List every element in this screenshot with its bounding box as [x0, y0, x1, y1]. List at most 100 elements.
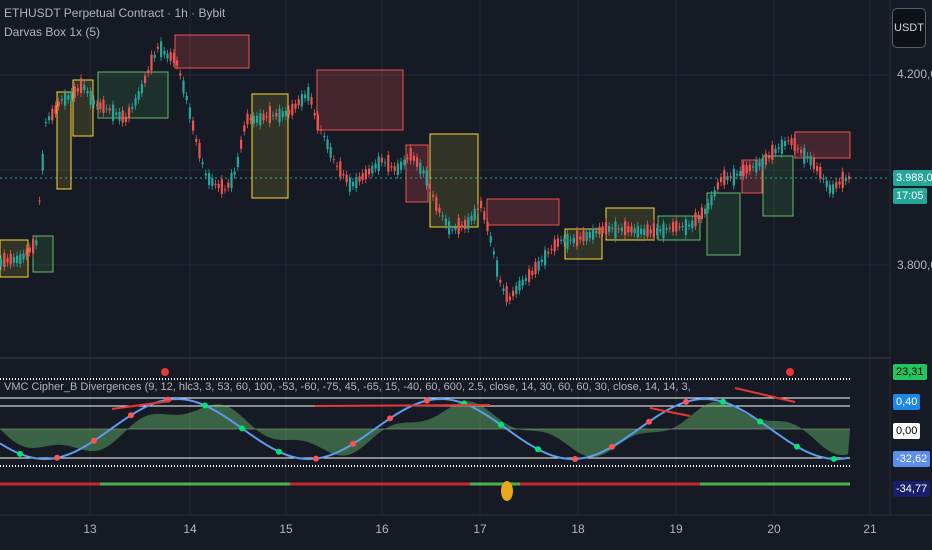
- candle-body: [44, 121, 47, 124]
- candle-body: [105, 108, 108, 110]
- cross-dot: [387, 415, 393, 422]
- candle-body: [579, 236, 582, 240]
- candle-body: [819, 166, 822, 179]
- candle-body: [336, 165, 339, 167]
- candle-body: [419, 162, 422, 174]
- candle-body: [588, 232, 591, 238]
- candle-body: [22, 253, 25, 260]
- cross-dot: [424, 397, 430, 404]
- cross-dot: [239, 425, 245, 432]
- candle-body: [457, 218, 460, 235]
- time-label: 17: [473, 522, 487, 536]
- candle-body: [192, 120, 195, 131]
- candle-body: [441, 215, 444, 217]
- candle-body: [208, 173, 211, 185]
- candle-body: [38, 200, 41, 202]
- darvas-box: [56, 91, 72, 190]
- candle-body: [380, 157, 383, 163]
- candle-body: [780, 139, 783, 154]
- candle-body: [598, 226, 601, 235]
- candle-body: [137, 91, 140, 100]
- candle-body: [128, 107, 131, 119]
- candle-body: [720, 177, 723, 183]
- candle-body: [320, 129, 323, 131]
- candle-body: [524, 278, 527, 281]
- currency-button[interactable]: USDT: [892, 8, 926, 48]
- symbol-title[interactable]: ETHUSDT Perpetual Contract · 1h · Bybit: [4, 6, 226, 20]
- candle-body: [665, 228, 668, 230]
- candle-body: [80, 78, 83, 94]
- candle-body: [342, 174, 345, 176]
- candle-body: [841, 171, 844, 188]
- candlesticks[interactable]: [0, 37, 851, 306]
- candle-body: [384, 162, 387, 164]
- candle-body: [732, 168, 735, 186]
- candle-body: [0, 259, 3, 266]
- candle-body: [425, 170, 428, 186]
- candle-body: [76, 88, 79, 92]
- candle-body: [844, 178, 847, 181]
- candle-body: [176, 60, 179, 66]
- candle-body: [627, 226, 630, 233]
- candle-body: [246, 113, 249, 125]
- time-label: 16: [375, 522, 389, 536]
- candle-body: [585, 232, 588, 241]
- candle-body: [563, 238, 566, 243]
- candle-body: [390, 166, 393, 168]
- candle-body: [115, 112, 118, 115]
- candle-body: [646, 224, 649, 237]
- darvas-box: [405, 144, 429, 203]
- candle-body: [396, 163, 399, 175]
- candle-body: [796, 148, 799, 150]
- candle-body: [265, 116, 268, 118]
- candle-body: [339, 161, 342, 178]
- signal-marker: [501, 481, 513, 501]
- cross-dot: [535, 446, 541, 453]
- candle-body: [528, 269, 531, 282]
- candle-body: [211, 177, 214, 186]
- candle-body: [332, 159, 335, 161]
- candle-body: [716, 182, 719, 190]
- candle-body: [297, 99, 300, 106]
- candle-body: [761, 157, 764, 168]
- candle-body: [124, 116, 127, 123]
- candle-body: [140, 84, 143, 94]
- cross-dot: [831, 455, 837, 462]
- candle-body: [268, 106, 271, 124]
- cross-dot: [757, 418, 763, 425]
- candle-body: [364, 169, 367, 180]
- candle-body: [220, 179, 223, 195]
- candle-body: [662, 223, 665, 239]
- candle-body: [774, 148, 777, 154]
- oscillator-legend[interactable]: VMC Cipher_B Divergences (9, 12, hlc3, 3…: [4, 381, 694, 393]
- candle-body: [19, 254, 22, 264]
- candle-body: [403, 159, 406, 166]
- darvas-boxes: [0, 34, 851, 278]
- candle-body: [48, 116, 51, 121]
- candle-body: [752, 166, 755, 168]
- candle-body: [544, 249, 547, 266]
- osc-tag-lightblue: -32,62: [893, 451, 931, 467]
- candle-body: [67, 95, 70, 100]
- candle-body: [640, 228, 643, 235]
- cross-dot: [128, 412, 134, 419]
- candle-body: [275, 112, 278, 117]
- candle-body: [185, 96, 188, 101]
- candle-body: [614, 221, 617, 239]
- time-label: 13: [83, 522, 97, 536]
- candle-body: [822, 178, 825, 180]
- candle-body: [454, 227, 457, 230]
- osc-tag-blue: 0,40: [893, 394, 921, 410]
- candle-body: [163, 50, 166, 55]
- time-label: 19: [669, 522, 683, 536]
- candle-body: [153, 54, 156, 58]
- candle-body: [64, 93, 67, 106]
- money-flow-area: [0, 401, 850, 457]
- candle-body: [9, 253, 12, 265]
- candle-body: [668, 227, 671, 229]
- candle-body: [217, 183, 220, 188]
- indicator-title[interactable]: Darvas Box 1x (5): [4, 25, 101, 39]
- candle-body: [435, 197, 438, 212]
- candle-body: [492, 251, 495, 255]
